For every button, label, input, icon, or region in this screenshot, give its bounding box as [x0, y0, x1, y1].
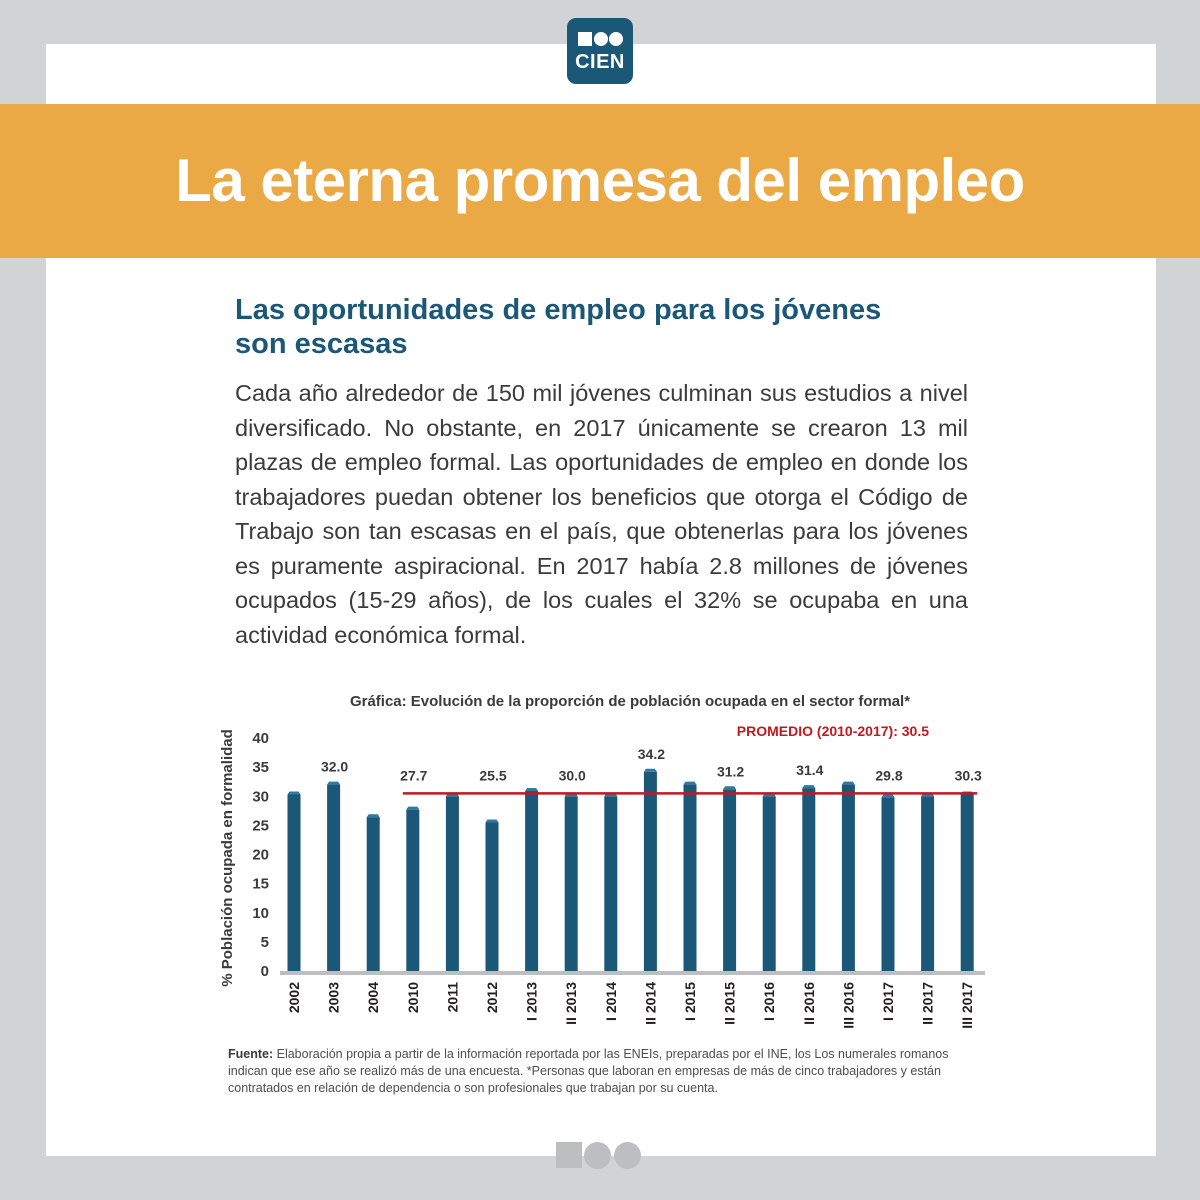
- subtitle-line-2: son escasas: [235, 328, 408, 360]
- x-tick-label: 2012: [484, 982, 500, 1013]
- x-tick-label: II 2017: [920, 982, 936, 1025]
- bar-top: [327, 781, 341, 785]
- bar-chart: Gráfica: Evolución de la proporción de p…: [219, 693, 985, 1029]
- x-tick-label: 2003: [326, 982, 342, 1013]
- data-label: 25.5: [479, 767, 506, 783]
- x-tick-label: II 2016: [801, 982, 817, 1025]
- x-tick-label: III 2017: [959, 982, 975, 1029]
- logo-circle-icon: [594, 32, 608, 46]
- bar: [762, 796, 776, 971]
- x-tick-label: I 2014: [603, 982, 619, 1021]
- y-tick-label: 40: [252, 730, 269, 747]
- x-tick-label: 2002: [286, 982, 302, 1013]
- data-label: 30.3: [955, 767, 982, 783]
- bar: [445, 796, 459, 971]
- x-tick-label: I 2016: [761, 982, 777, 1021]
- bar: [287, 794, 301, 971]
- footnote-text: Elaboración propia a partir de la inform…: [228, 1047, 949, 1095]
- footnote-label: Fuente:: [228, 1047, 274, 1061]
- data-label: 31.4: [796, 762, 823, 778]
- article-paragraph: Cada año alrededor de 150 mil jóvenes cu…: [235, 380, 968, 648]
- logo-circle-icon: [609, 32, 623, 46]
- bar-top: [643, 768, 657, 772]
- y-tick-label: 35: [252, 759, 269, 776]
- bar: [921, 796, 935, 971]
- bar: [485, 822, 499, 971]
- x-tick-label: II 2015: [722, 982, 738, 1025]
- data-label: 31.2: [717, 763, 744, 779]
- x-tick-label: I 2015: [682, 982, 698, 1021]
- x-tick-label: 2010: [405, 982, 421, 1013]
- subtitle-line-1: Las oportunidades de empleo para los jóv…: [235, 294, 882, 326]
- bar: [643, 771, 657, 971]
- bar-top: [683, 781, 697, 785]
- x-tick-label: II 2014: [642, 982, 658, 1025]
- bar: [406, 809, 420, 971]
- x-tick-label: III 2016: [840, 982, 856, 1029]
- x-tick-label: 2011: [444, 982, 460, 1013]
- source-footnote: Fuente: Elaboración propia a partir de l…: [228, 1046, 976, 1097]
- bar-top: [841, 781, 855, 785]
- x-tick-label: 2004: [365, 982, 381, 1013]
- article-subtitle: Las oportunidades de empleo para los jóv…: [235, 293, 975, 361]
- y-tick-label: 15: [252, 876, 269, 893]
- data-label: 30.0: [559, 767, 586, 783]
- cien-logo: CIEN: [567, 18, 633, 84]
- logo-square-icon: [578, 32, 592, 46]
- logo-text: CIEN: [575, 51, 625, 73]
- logo-circle-icon: [584, 1142, 611, 1169]
- chart-title: Gráfica: Evolución de la proporción de p…: [350, 693, 910, 710]
- bar: [683, 784, 697, 971]
- y-tick-label: 0: [261, 963, 269, 980]
- bar: [525, 791, 539, 971]
- y-tick-label: 5: [261, 934, 269, 951]
- bar: [564, 796, 578, 971]
- bottom-logo: [556, 1140, 646, 1170]
- bar-top: [525, 788, 539, 792]
- y-axis-label: % Población ocupada en formalidad: [219, 729, 236, 987]
- bar: [723, 789, 737, 971]
- bar-top: [406, 806, 420, 810]
- logo-square-icon: [556, 1142, 582, 1168]
- bar-top: [366, 814, 380, 818]
- y-tick-label: 10: [252, 905, 269, 922]
- page-title: La eterna promesa del empleo: [175, 147, 1025, 214]
- bar: [960, 794, 974, 971]
- average-label: PROMEDIO (2010-2017): 30.5: [737, 723, 929, 739]
- data-label: 29.8: [875, 767, 902, 783]
- data-label: 27.7: [400, 767, 427, 783]
- bar: [604, 796, 618, 971]
- data-label: 34.2: [638, 746, 665, 762]
- y-tick-label: 20: [252, 847, 269, 864]
- x-tick-label: I 2013: [524, 982, 540, 1021]
- bar: [802, 788, 816, 971]
- data-label: 32.0: [321, 759, 348, 775]
- bar-top: [881, 794, 895, 798]
- bar-top: [802, 785, 816, 789]
- x-axis-line: [280, 971, 985, 975]
- title-banner: La eterna promesa del empleo: [0, 104, 1200, 258]
- x-tick-label: II 2013: [563, 982, 579, 1025]
- logo-circle-icon: [614, 1142, 641, 1169]
- y-tick-label: 30: [252, 788, 269, 805]
- bar-top: [287, 791, 301, 795]
- bar: [366, 817, 380, 971]
- bar: [327, 784, 341, 971]
- y-tick-label: 25: [252, 817, 269, 834]
- x-tick-label: I 2017: [880, 982, 896, 1021]
- bar: [881, 797, 895, 971]
- bar-top: [723, 786, 737, 790]
- bar: [841, 784, 855, 971]
- bar-top: [485, 819, 499, 823]
